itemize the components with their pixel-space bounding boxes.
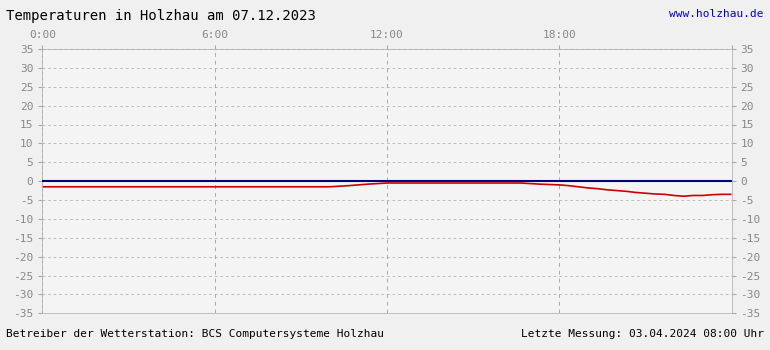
Text: www.holzhau.de: www.holzhau.de <box>669 9 764 19</box>
Text: Betreiber der Wetterstation: BCS Computersysteme Holzhau: Betreiber der Wetterstation: BCS Compute… <box>6 329 384 339</box>
Text: Letzte Messung: 03.04.2024 08:00 Uhr: Letzte Messung: 03.04.2024 08:00 Uhr <box>521 329 764 339</box>
Text: Temperaturen in Holzhau am 07.12.2023: Temperaturen in Holzhau am 07.12.2023 <box>6 9 316 23</box>
